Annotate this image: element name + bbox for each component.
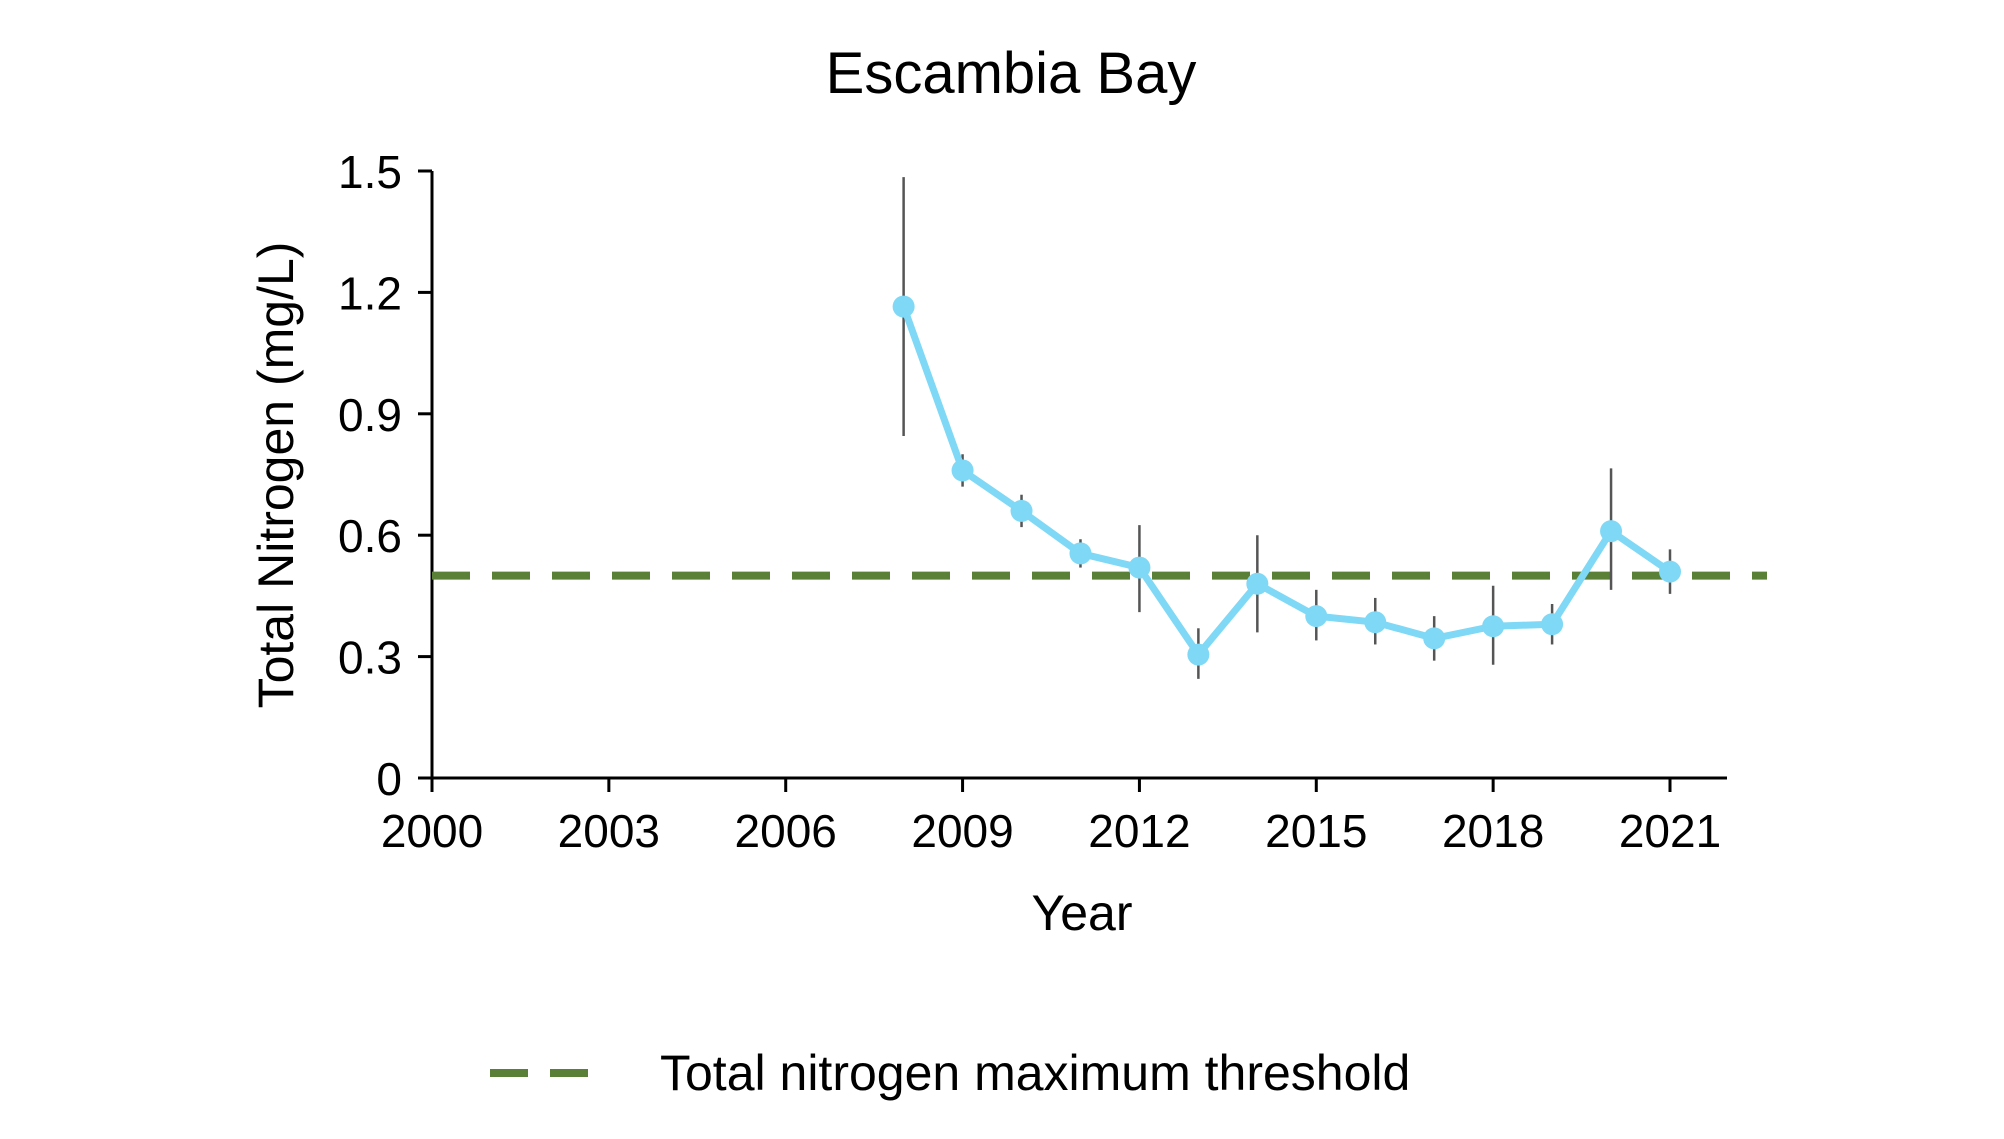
data-point: [892, 295, 915, 318]
x-tick-label: 2015: [1265, 805, 1367, 857]
y-tick-label: 0.3: [338, 632, 402, 684]
y-axis-label: Total Nitrogen (mg/L): [248, 242, 304, 709]
y-axis: 0 0.3 0.6 0.9 1.2 1.5: [338, 146, 434, 805]
data-point: [1423, 627, 1446, 650]
data-point: [951, 459, 974, 482]
data-point: [1128, 556, 1151, 579]
data-point: [1364, 611, 1387, 634]
data-point: [1600, 520, 1623, 543]
x-tick-label: 2012: [1088, 805, 1190, 857]
data-points: [892, 295, 1681, 666]
x-tick-label: 2018: [1442, 805, 1544, 857]
data-point: [1246, 572, 1269, 595]
x-tick-label: 2006: [735, 805, 837, 857]
data-point: [1541, 613, 1564, 636]
x-tick-label: 2003: [558, 805, 660, 857]
data-point: [1069, 542, 1092, 565]
x-axis: 2000 2003 2006 2009 2012 2015 2018 2021: [381, 776, 1727, 857]
series-line: [900, 303, 1674, 659]
x-tick-label: 2000: [381, 805, 483, 857]
y-tick-label: 0.6: [338, 510, 402, 562]
x-tick-label: 2009: [911, 805, 1013, 857]
legend: Total nitrogen maximum threshold: [490, 1045, 1410, 1101]
y-tick-label: 1.5: [338, 146, 402, 198]
x-tick-label: 2021: [1619, 805, 1721, 857]
y-tick-label: 0: [376, 753, 402, 805]
data-point: [1305, 605, 1328, 628]
data-point: [1659, 560, 1681, 583]
chart-title: Escambia Bay: [826, 41, 1197, 106]
series-lines: [900, 303, 1674, 659]
data-point: [1187, 643, 1210, 666]
data-point: [1482, 615, 1505, 638]
data-point: [1010, 499, 1033, 522]
x-axis-label: Year: [1031, 885, 1132, 941]
y-tick-label: 1.2: [338, 267, 402, 319]
y-tick-label: 0.9: [338, 389, 402, 441]
legend-threshold-label: Total nitrogen maximum threshold: [660, 1045, 1410, 1101]
